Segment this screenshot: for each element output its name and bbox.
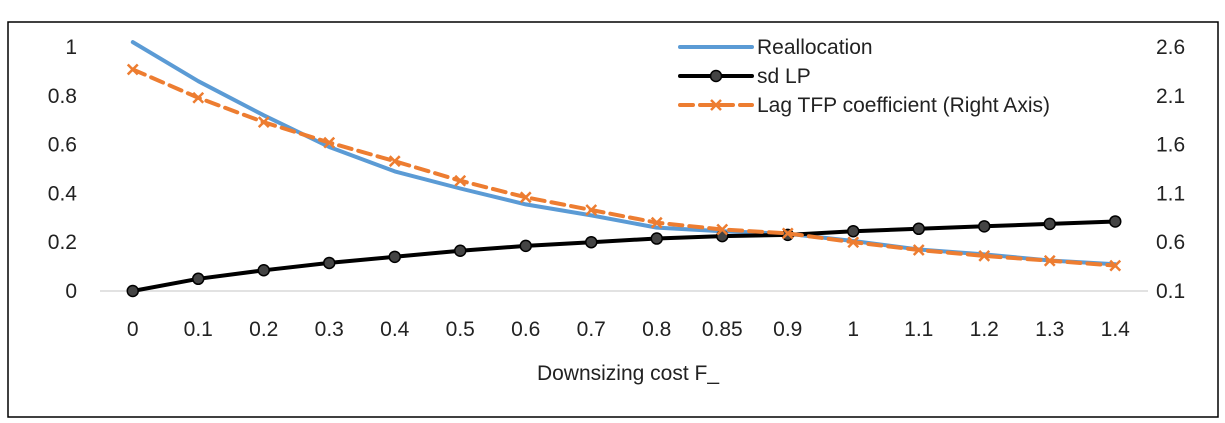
x-tick-label: 1: [847, 318, 859, 341]
data-point: [1043, 217, 1056, 231]
data-point: [126, 63, 139, 76]
data-point: [847, 224, 860, 238]
right-tick-label: 1.6: [1156, 134, 1185, 157]
legend-label: sd LP: [757, 65, 811, 88]
data-point: [912, 222, 925, 236]
x-tick-label: 0.3: [315, 318, 344, 341]
legend-entry: sd LP: [678, 65, 811, 88]
data-point: [323, 256, 336, 270]
x-tick-label: 0.4: [380, 318, 410, 341]
x-tick-label: 1.3: [1035, 318, 1064, 341]
right-tick-label: 2.1: [1156, 85, 1185, 108]
series-line: [130, 67, 1118, 268]
left-tick-label: 0.6: [48, 134, 77, 157]
right-tick-label: 2.6: [1156, 36, 1185, 59]
figure-border: [7, 21, 1219, 418]
data-point: [519, 239, 532, 253]
right-axis-tick-labels: 0.1 0.6 1.1 1.6 2.1 2.6: [1156, 36, 1185, 303]
left-tick-label: 0.4: [48, 182, 78, 205]
data-point: [257, 116, 270, 129]
left-tick-label: 0: [65, 280, 77, 303]
legend-label: Lag TFP coefficient (Right Axis): [757, 94, 1050, 117]
data-point: [1043, 254, 1056, 267]
x-tick-label: 0.2: [249, 318, 278, 341]
series-lag-tfp-coefficient-right-axis: [126, 63, 1122, 272]
legend-entry: Reallocation: [678, 36, 873, 59]
data-point: [454, 174, 467, 187]
legend-marker: [710, 99, 722, 111]
x-tick-label: 0: [127, 318, 139, 341]
data-point: [585, 204, 598, 216]
data-point: [650, 216, 663, 229]
right-tick-label: 0.6: [1156, 231, 1185, 254]
x-tick-label: 0.85: [702, 318, 743, 341]
series-sd-lp: [126, 215, 1122, 298]
data-point: [912, 244, 925, 256]
data-point: [978, 249, 991, 262]
data-point: [519, 191, 532, 204]
data-point: [716, 223, 729, 236]
data-point: [454, 244, 467, 257]
data-point: [388, 155, 401, 168]
right-tick-label: 0.1: [1156, 280, 1185, 303]
x-tick-label: 1.2: [970, 318, 999, 341]
x-axis-tick-labels: 0 0.1 0.2 0.3 0.4 0.5 0.6 0.7 0.8 0.85 0.9 1 1.1 1.2 1…: [127, 318, 1130, 341]
x-tick-label: 0.8: [642, 318, 671, 341]
data-point: [585, 235, 598, 249]
legend-marker: [709, 69, 723, 83]
left-tick-label: 1: [65, 36, 77, 59]
x-tick-label: 1.1: [904, 318, 933, 341]
data-point: [1109, 215, 1122, 228]
data-point: [978, 220, 991, 233]
series-line: [130, 219, 1118, 293]
right-tick-label: 1.1: [1156, 182, 1185, 205]
data-point: [847, 236, 860, 249]
x-axis-label: Downsizing cost F_: [537, 362, 719, 385]
legend-entry: Lag TFP coefficient (Right Axis): [678, 94, 1050, 117]
left-tick-label: 0.8: [48, 85, 77, 108]
legend: Reallocation sd LP Lag TFP coefficient (Ri…: [678, 36, 1050, 117]
x-tick-label: 0.7: [577, 318, 606, 341]
x-tick-label: 0.9: [773, 318, 802, 341]
series-layer: [126, 40, 1122, 298]
series-line: [130, 40, 1118, 267]
legend-label: Reallocation: [757, 36, 873, 59]
data-point: [192, 272, 205, 286]
series-reallocation: [130, 40, 1118, 267]
left-tick-label: 0.2: [48, 231, 77, 254]
data-point: [257, 264, 270, 277]
x-tick-label: 0.1: [184, 318, 213, 341]
x-tick-label: 1.4: [1101, 318, 1131, 341]
data-point: [388, 250, 401, 264]
data-point: [1109, 259, 1122, 272]
x-tick-label: 0.5: [446, 318, 475, 341]
x-tick-label: 0.6: [511, 318, 540, 341]
data-point: [126, 284, 139, 298]
data-point: [781, 227, 794, 240]
data-point: [650, 232, 663, 245]
data-point: [192, 91, 205, 104]
left-axis-tick-labels: 0 0.2 0.4 0.6 0.8 1: [48, 36, 78, 303]
data-point: [323, 136, 336, 149]
